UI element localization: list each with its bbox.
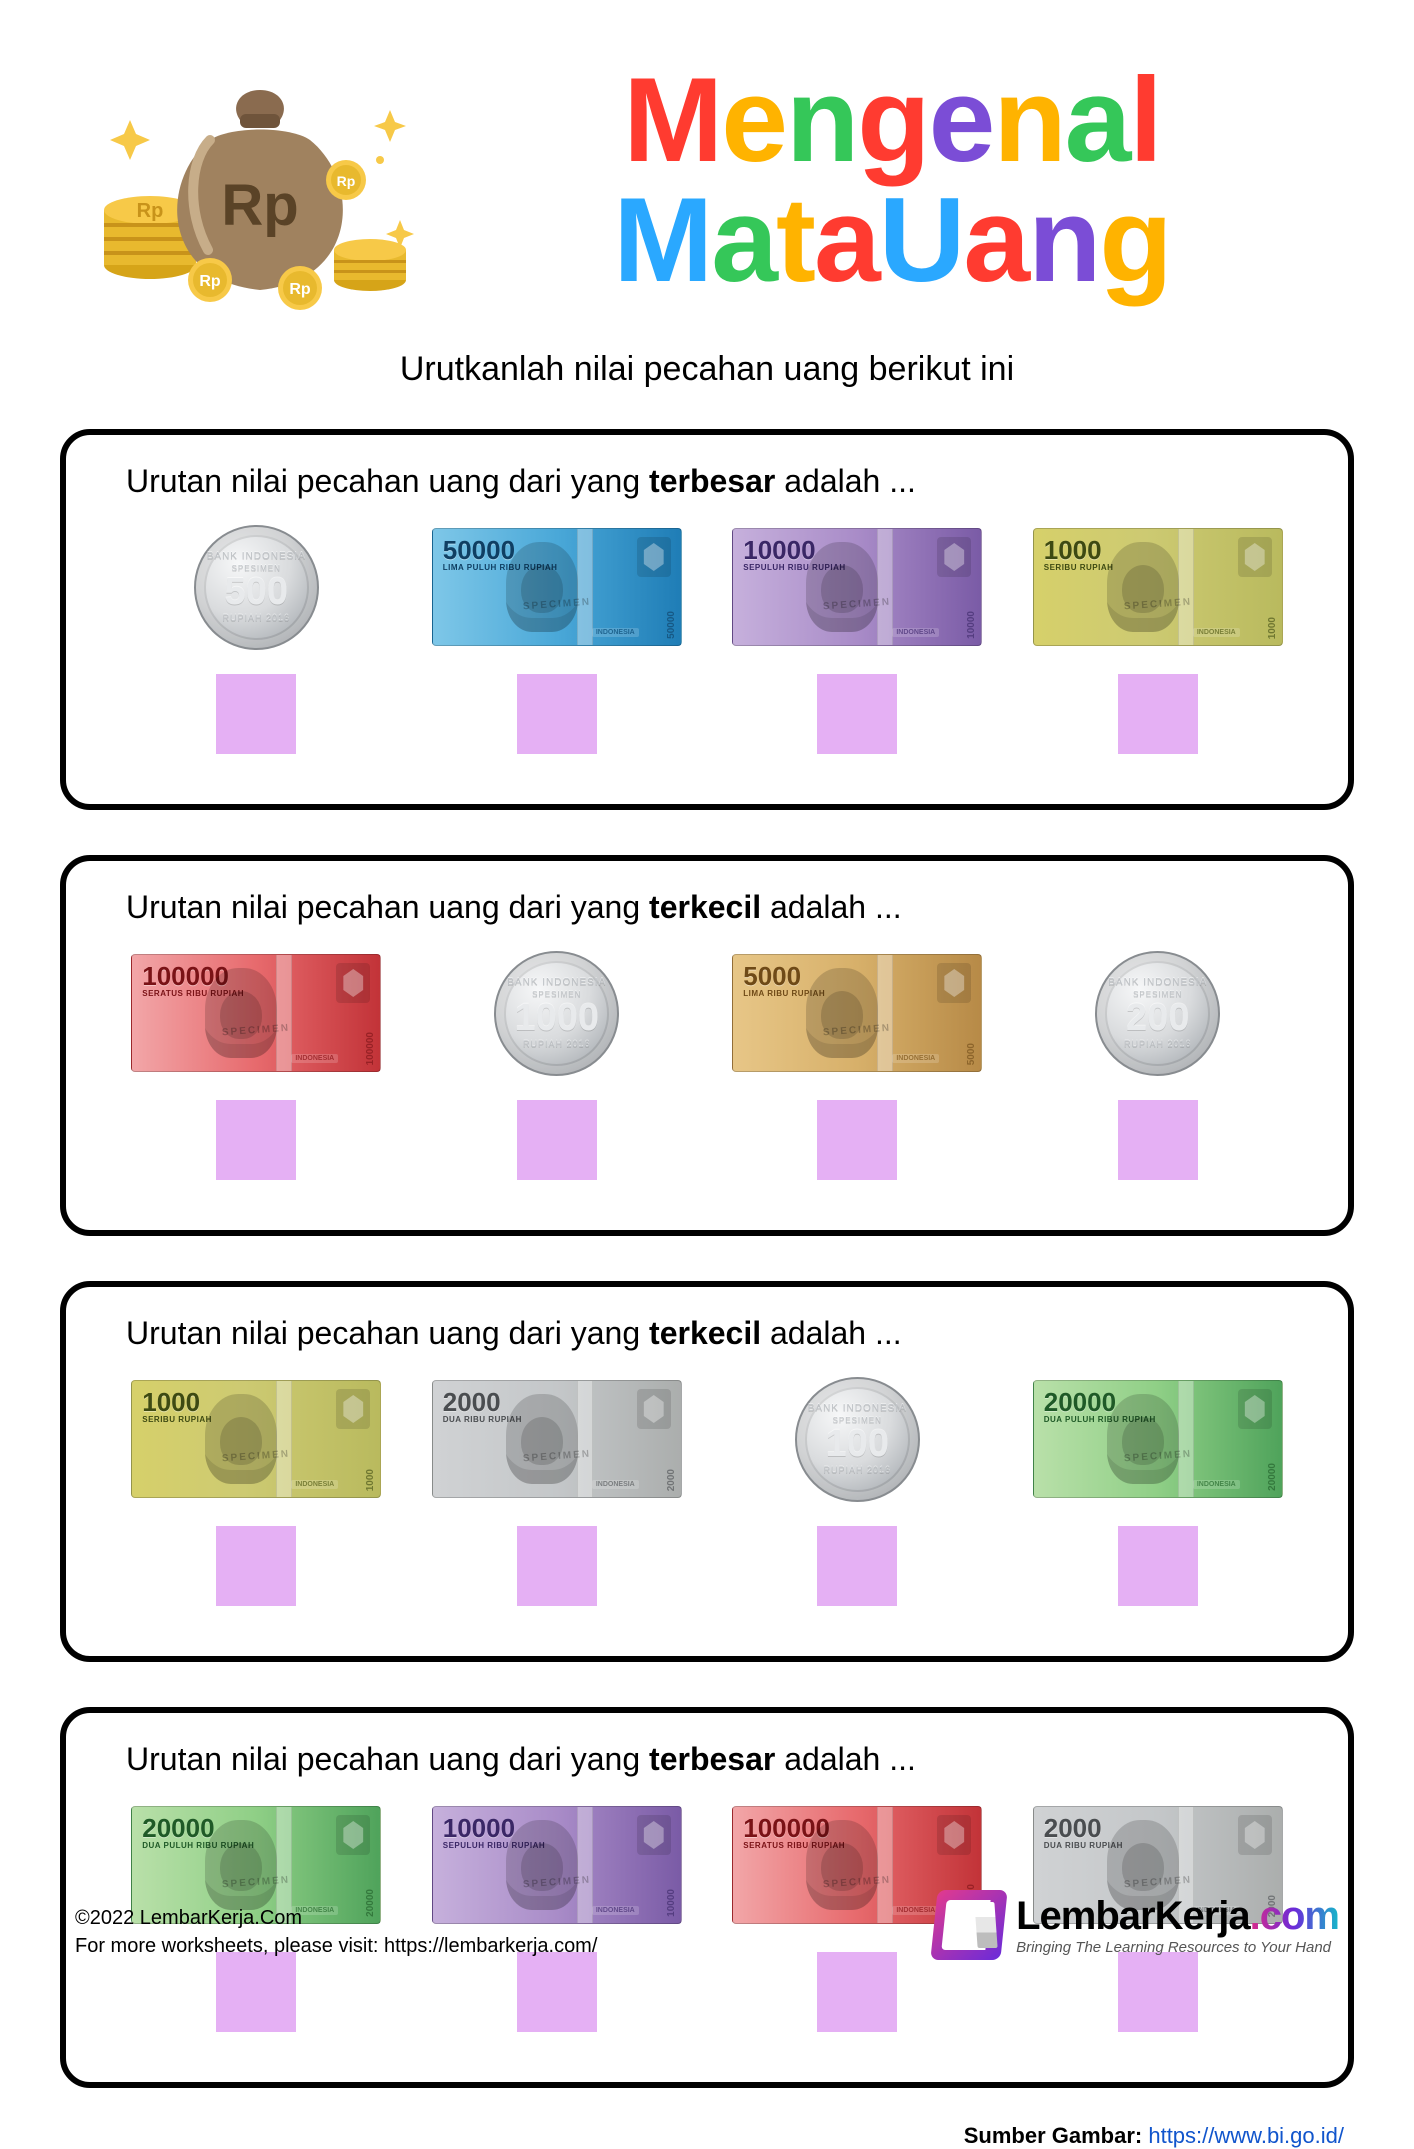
answer-box[interactable] — [1118, 1952, 1198, 2032]
exercise-box-3: Urutan nilai pecahan uang dari yang terk… — [60, 1281, 1354, 1662]
exercise-prompt: Urutan nilai pecahan uang dari yang terb… — [106, 463, 1308, 500]
answer-box[interactable] — [817, 1100, 897, 1180]
coin-200: BANK INDONESIASPESIMEN200RUPIAH 2016 — [1095, 951, 1220, 1076]
answer-box[interactable] — [216, 1526, 296, 1606]
svg-text:Rp: Rp — [337, 173, 356, 189]
money-row: BANK INDONESIASPESIMEN500RUPIAH 2016 500… — [106, 522, 1308, 754]
money-item: 10000 SEPULUH RIBU RUPIAH 10000 INDONESI… — [707, 522, 1008, 754]
logo-text: LembarKerja.com Bringing The Learning Re… — [1016, 1894, 1339, 1956]
money-row: 1000 SERIBU RUPIAH 1000 INDONESIA SPECIM… — [106, 1374, 1308, 1606]
coin-100: BANK INDONESIASPESIMEN100RUPIAH 2016 — [795, 1377, 920, 1502]
bill-5000: 5000 LIMA RIBU RUPIAH 5000 INDONESIA SPE… — [732, 954, 982, 1072]
money-item: 50000 LIMA PULUH RIBU RUPIAH 50000 INDON… — [407, 522, 708, 754]
bill-10000: 10000 SEPULUH RIBU RUPIAH 10000 INDONESI… — [732, 528, 982, 646]
money-item: BANK INDONESIASPESIMEN500RUPIAH 2016 — [106, 522, 407, 754]
copyright-text: ©2022 LembarKerja.Com For more worksheet… — [75, 1904, 597, 1960]
money-image: 100000 SERATUS RIBU RUPIAH 100000 INDONE… — [131, 948, 381, 1078]
answer-box[interactable] — [517, 1952, 597, 2032]
answer-box[interactable] — [817, 1526, 897, 1606]
money-image: BANK INDONESIASPESIMEN100RUPIAH 2016 — [795, 1374, 920, 1504]
logo-dotcom: .com — [1250, 1894, 1339, 1938]
svg-text:Rp: Rp — [137, 200, 164, 222]
bill-100000: 100000 SERATUS RIBU RUPIAH 100000 INDONE… — [131, 954, 381, 1072]
exercise-prompt: Urutan nilai pecahan uang dari yang terb… — [106, 1741, 1308, 1778]
money-row: 100000 SERATUS RIBU RUPIAH 100000 INDONE… — [106, 948, 1308, 1180]
money-image: BANK INDONESIASPESIMEN200RUPIAH 2016 — [1095, 948, 1220, 1078]
coin-500: BANK INDONESIASPESIMEN500RUPIAH 2016 — [194, 525, 319, 650]
source-link[interactable]: https://www.bi.go.id/ — [1148, 2123, 1344, 2148]
bill-1000: 1000 SERIBU RUPIAH 1000 INDONESIA SPECIM… — [131, 1380, 381, 1498]
svg-text:Rp: Rp — [221, 173, 298, 238]
logo-brand: LembarKerja — [1016, 1894, 1250, 1938]
money-image: 1000 SERIBU RUPIAH 1000 INDONESIA SPECIM… — [1033, 522, 1283, 652]
money-item: 1000 SERIBU RUPIAH 1000 INDONESIA SPECIM… — [1008, 522, 1309, 754]
exercise-prompt: Urutan nilai pecahan uang dari yang terk… — [106, 889, 1308, 926]
worksheet-title: Mengenal Mata Uang — [460, 60, 1324, 300]
answer-box[interactable] — [517, 674, 597, 754]
money-item: 1000 SERIBU RUPIAH 1000 INDONESIA SPECIM… — [106, 1374, 407, 1606]
source-label: Sumber Gambar: — [964, 2123, 1149, 2148]
bill-20000: 20000 DUA PULUH RIBU RUPIAH 20000 INDONE… — [1033, 1380, 1283, 1498]
answer-box[interactable] — [817, 674, 897, 754]
answer-box[interactable] — [517, 1100, 597, 1180]
exercise-box-1: Urutan nilai pecahan uang dari yang terb… — [60, 429, 1354, 810]
bill-50000: 50000 LIMA PULUH RIBU RUPIAH 50000 INDON… — [432, 528, 682, 646]
money-image: 5000 LIMA RIBU RUPIAH 5000 INDONESIA SPE… — [732, 948, 982, 1078]
answer-box[interactable] — [216, 1100, 296, 1180]
money-item: BANK INDONESIASPESIMEN100RUPIAH 2016 — [707, 1374, 1008, 1606]
copyright-line1: ©2022 LembarKerja.Com — [75, 1904, 597, 1932]
money-item: 100000 SERATUS RIBU RUPIAH 100000 INDONE… — [106, 948, 407, 1180]
answer-box[interactable] — [216, 674, 296, 754]
answer-box[interactable] — [1118, 1526, 1198, 1606]
money-item: 2000 DUA RIBU RUPIAH 2000 INDONESIA SPEC… — [407, 1374, 708, 1606]
worksheet-subtitle: Urutkanlah nilai pecahan uang berikut in… — [60, 350, 1354, 389]
svg-text:Rp: Rp — [199, 273, 221, 290]
money-item: BANK INDONESIASPESIMEN200RUPIAH 2016 — [1008, 948, 1309, 1180]
answer-box[interactable] — [517, 1526, 597, 1606]
coin-1000: BANK INDONESIASPESIMEN1000RUPIAH 2016 — [494, 951, 619, 1076]
answer-box[interactable] — [216, 1952, 296, 2032]
money-image: BANK INDONESIASPESIMEN500RUPIAH 2016 — [194, 522, 319, 652]
money-item: 5000 LIMA RIBU RUPIAH 5000 INDONESIA SPE… — [707, 948, 1008, 1180]
brand-logo: LembarKerja.com Bringing The Learning Re… — [934, 1890, 1339, 1960]
worksheet-header: Rp Rp Rp Rp — [60, 50, 1354, 310]
money-item: BANK INDONESIASPESIMEN1000RUPIAH 2016 — [407, 948, 708, 1180]
copyright-line2: For more worksheets, please visit: https… — [75, 1932, 597, 1960]
logo-slogan: Bringing The Learning Resources to Your … — [1016, 1939, 1339, 1956]
logo-icon — [930, 1890, 1007, 1960]
money-image: 20000 DUA PULUH RIBU RUPIAH 20000 INDONE… — [1033, 1374, 1283, 1504]
exercise-prompt: Urutan nilai pecahan uang dari yang terk… — [106, 1315, 1308, 1352]
money-item: 20000 DUA PULUH RIBU RUPIAH 20000 INDONE… — [1008, 1374, 1309, 1606]
money-image: BANK INDONESIASPESIMEN1000RUPIAH 2016 — [494, 948, 619, 1078]
image-source: Sumber Gambar: https://www.bi.go.id/ — [60, 2123, 1354, 2149]
money-image: 50000 LIMA PULUH RIBU RUPIAH 50000 INDON… — [432, 522, 682, 652]
answer-box[interactable] — [1118, 1100, 1198, 1180]
bill-1000: 1000 SERIBU RUPIAH 1000 INDONESIA SPECIM… — [1033, 528, 1283, 646]
money-image: 1000 SERIBU RUPIAH 1000 INDONESIA SPECIM… — [131, 1374, 381, 1504]
money-image: 2000 DUA RIBU RUPIAH 2000 INDONESIA SPEC… — [432, 1374, 682, 1504]
svg-text:Rp: Rp — [289, 281, 311, 298]
exercise-box-2: Urutan nilai pecahan uang dari yang terk… — [60, 855, 1354, 1236]
bill-2000: 2000 DUA RIBU RUPIAH 2000 INDONESIA SPEC… — [432, 1380, 682, 1498]
money-image: 10000 SEPULUH RIBU RUPIAH 10000 INDONESI… — [732, 522, 982, 652]
answer-box[interactable] — [1118, 674, 1198, 754]
answer-box[interactable] — [817, 1952, 897, 2032]
worksheet-footer: ©2022 LembarKerja.Com For more worksheet… — [75, 1890, 1339, 1960]
money-bag-icon: Rp Rp Rp Rp — [90, 50, 430, 310]
